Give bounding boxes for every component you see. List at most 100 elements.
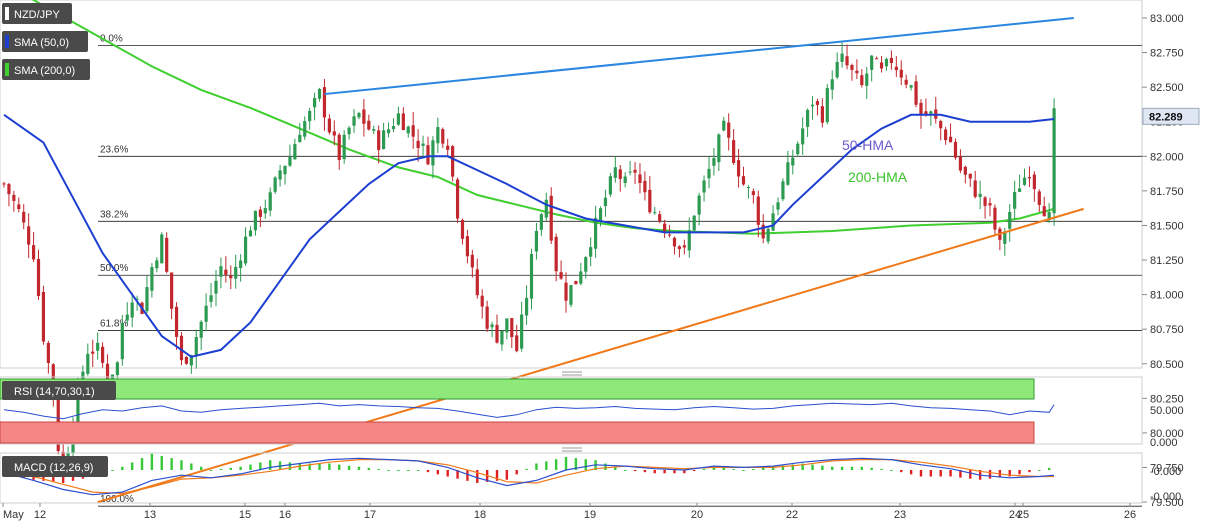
candle-body <box>81 371 85 382</box>
candle-body <box>446 145 450 150</box>
candle-body <box>298 134 302 143</box>
macd-histogram-bar <box>397 470 400 471</box>
macd-histogram-bar <box>170 458 173 470</box>
candle-body <box>170 272 174 309</box>
macd-histogram-bar <box>436 470 440 475</box>
y-tick-label: 81.000 <box>1150 290 1184 302</box>
candle-body <box>983 197 987 206</box>
candle-body <box>451 146 455 177</box>
candle-body <box>766 228 770 242</box>
macd-histogram-bar <box>338 464 341 470</box>
candle-body <box>22 211 26 223</box>
candle-body <box>431 140 435 166</box>
fib-label: 100.0% <box>100 494 134 505</box>
macd-histogram-bar <box>515 470 518 475</box>
macd-histogram-bar <box>347 465 351 470</box>
macd-histogram-bar <box>840 466 844 470</box>
candle-body <box>209 295 213 302</box>
macd-histogram-bar <box>239 466 242 470</box>
rsi-line <box>3 402 1055 420</box>
candle-body <box>91 351 95 354</box>
candle-body <box>717 134 721 163</box>
macd-histogram-bar <box>614 466 617 470</box>
candle-body <box>914 81 918 105</box>
candle-body <box>904 79 908 85</box>
candle-body <box>510 318 514 338</box>
candlesticks <box>2 42 1056 482</box>
candle-body <box>702 180 706 193</box>
candle-body <box>470 254 474 268</box>
candle-body <box>1032 174 1036 190</box>
candle-body <box>993 207 997 230</box>
candle-body <box>165 237 169 272</box>
candle-body <box>416 140 420 148</box>
candle-body <box>105 363 110 383</box>
macd-histogram-bar <box>219 468 223 470</box>
macd-histogram-bar <box>1028 470 1031 473</box>
candle-body <box>722 120 726 131</box>
candle-body <box>677 246 682 250</box>
candle-body <box>1013 191 1017 209</box>
macd-histogram-bar <box>564 457 568 470</box>
y-tick-label: 82.750 <box>1150 48 1184 60</box>
macd-histogram-bar <box>367 467 371 470</box>
candle-body <box>569 285 573 305</box>
macd-histogram-bar <box>574 458 578 470</box>
candle-body <box>608 176 612 195</box>
y-tick-label: 79.750 <box>1150 462 1184 474</box>
y-tick-label: 81.500 <box>1150 220 1184 232</box>
macd-histogram-bar <box>939 470 942 477</box>
macd-histogram-bar <box>831 466 834 470</box>
candle-body <box>786 162 790 185</box>
candle-body <box>884 58 889 67</box>
candle-body <box>312 98 317 108</box>
candle-body <box>741 176 746 185</box>
candle-body <box>263 207 267 214</box>
panel-splitter[interactable] <box>562 371 582 376</box>
candle-body <box>500 330 504 345</box>
macd-histogram-bar <box>702 468 706 470</box>
legend-swatch <box>5 63 9 76</box>
macd-histogram-bar <box>130 462 134 470</box>
panel-splitter[interactable] <box>562 447 582 452</box>
x-tick-label: 18 <box>474 509 486 521</box>
candle-body <box>12 194 16 201</box>
candle-body <box>1042 206 1046 217</box>
candle-body <box>672 237 677 247</box>
macd-histogram-bar <box>249 464 252 470</box>
legend-swatch <box>5 7 9 20</box>
candle-body <box>988 203 992 206</box>
candle-body <box>879 62 884 69</box>
macd-histogram-bar <box>525 468 528 470</box>
macd-histogram-bar <box>111 470 114 471</box>
candle-body <box>1008 211 1012 229</box>
legend-label: SMA (200,0) <box>14 65 75 77</box>
candle-body <box>860 75 864 86</box>
candle-body <box>633 169 637 173</box>
candle-body <box>1047 212 1051 221</box>
price-axis[interactable]: 83.00082.75082.50082.25082.00081.75081.5… <box>1142 13 1200 509</box>
candle-body <box>308 110 312 122</box>
macd-histogram-bar <box>505 470 509 480</box>
candle-body <box>278 170 282 180</box>
candle-body <box>234 266 238 279</box>
candle-body <box>870 55 874 70</box>
x-tick-label: 20 <box>691 509 703 521</box>
candle-body <box>529 253 534 299</box>
candle-body <box>332 131 336 136</box>
candle-body <box>524 297 529 316</box>
macd-histogram-bar <box>426 470 430 473</box>
macd-histogram-bar <box>200 466 203 470</box>
macd-histogram-bar <box>653 470 656 474</box>
candle-body <box>490 324 494 328</box>
sma-200-path <box>31 0 1055 235</box>
macd-histogram-bar <box>545 461 548 470</box>
y-tick-label: 82.500 <box>1150 82 1184 94</box>
rsi-axis: RSI (14,70,30,1) 50.000 0.000 <box>2 381 1184 449</box>
candle-body <box>603 197 608 207</box>
candle-body <box>638 174 642 183</box>
candle-body <box>386 129 391 134</box>
macd-histogram-bar <box>801 463 804 470</box>
